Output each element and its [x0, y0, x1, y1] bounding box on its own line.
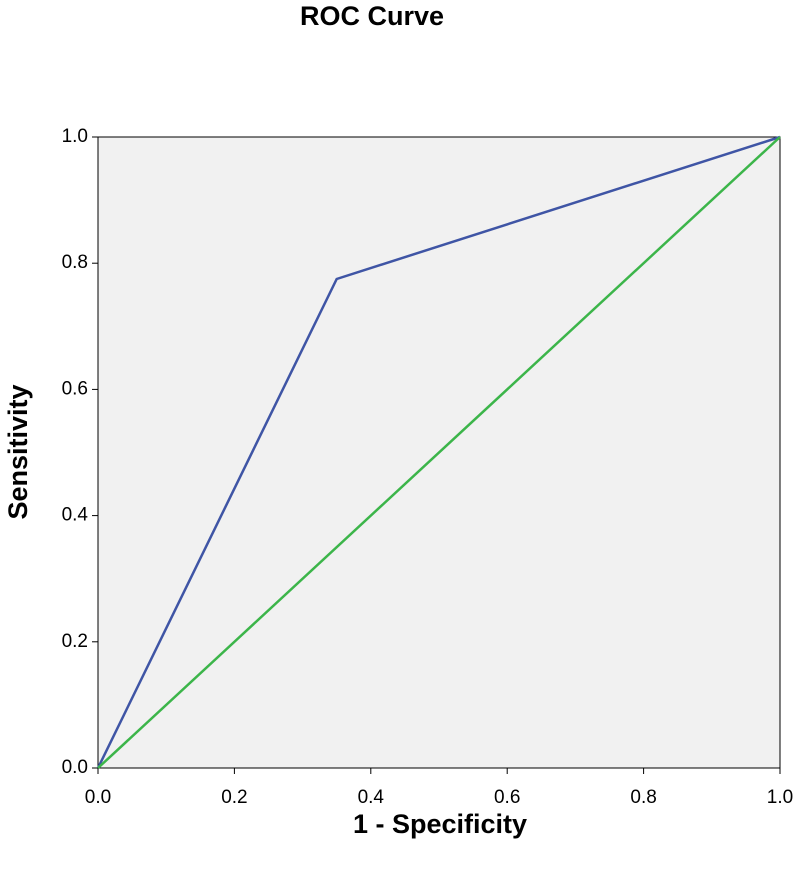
y-tick-label: 0.8	[62, 252, 88, 273]
y-tick-label: 0.6	[62, 378, 88, 399]
x-axis-title: 1 - Specificity	[353, 809, 527, 839]
roc-line	[97, 136, 781, 769]
x-tick-label: 1.0	[767, 787, 793, 808]
x-tick-label: 0.0	[85, 787, 111, 808]
roc-line	[96, 135, 781, 769]
y-tick-label: 0.2	[62, 631, 88, 652]
x-tick-label: 0.2	[221, 787, 247, 808]
y-tick-label: 0.0	[62, 757, 88, 778]
x-tick-label: 0.8	[630, 787, 656, 808]
chart-title: ROC Curve	[300, 1, 444, 31]
y-tick-label: 0.4	[62, 505, 89, 526]
y-axis-title: Sensitivity	[3, 384, 33, 519]
x-tick-label: 0.4	[358, 787, 385, 808]
y-tick-label: 1.0	[62, 126, 88, 147]
x-tick-label: 0.6	[494, 787, 520, 808]
